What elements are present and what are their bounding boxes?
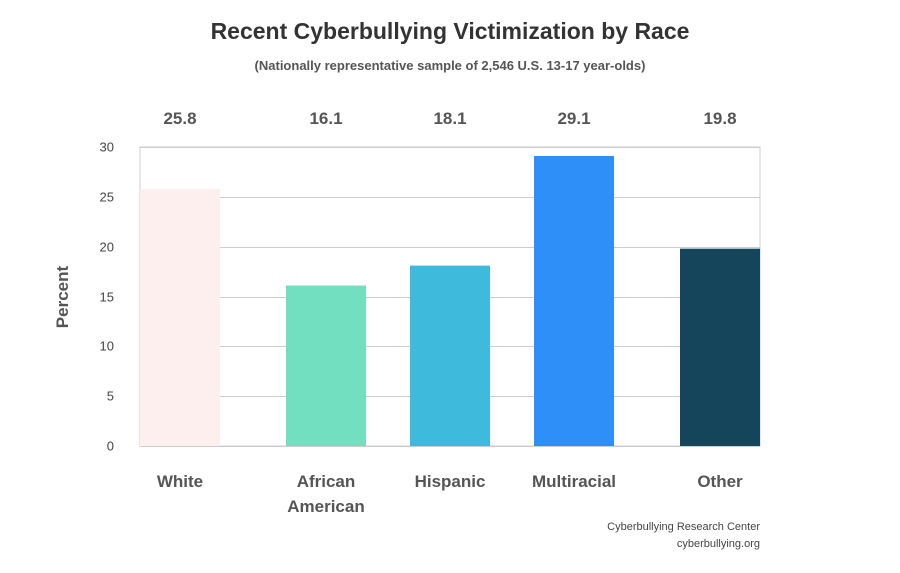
website-credit[interactable]: cyberbullying.org: [676, 538, 760, 550]
value-label: 19.8: [703, 109, 736, 128]
category-label: African: [297, 472, 356, 491]
bar: [680, 248, 760, 446]
y-tick-label: 5: [107, 389, 114, 404]
y-axis-title: Percent: [53, 265, 72, 328]
y-tick-label: 10: [100, 339, 114, 354]
source-credit: Cyberbullying Research Center: [607, 521, 760, 533]
category-label: Hispanic: [415, 472, 486, 491]
value-label: 29.1: [557, 109, 590, 128]
chart-title: Recent Cyberbullying Victimization by Ra…: [210, 18, 690, 44]
y-tick-label: 25: [100, 190, 114, 205]
category-label: American: [287, 497, 364, 516]
bar: [534, 155, 614, 446]
chart-subtitle: (Nationally representative sample of 2,5…: [254, 58, 646, 73]
bar: [286, 285, 366, 446]
y-tick-label: 30: [100, 140, 114, 155]
category-label: Multiracial: [532, 472, 616, 491]
value-label: 16.1: [309, 109, 342, 128]
value-label: 18.1: [433, 109, 466, 128]
y-tick-label: 20: [100, 240, 114, 255]
value-label: 25.8: [163, 109, 196, 128]
bar: [410, 265, 490, 446]
bar: [140, 188, 220, 447]
y-tick-label: 0: [107, 439, 114, 454]
y-tick-label: 15: [100, 290, 114, 305]
category-label: White: [157, 472, 203, 491]
category-label: Other: [697, 472, 743, 491]
